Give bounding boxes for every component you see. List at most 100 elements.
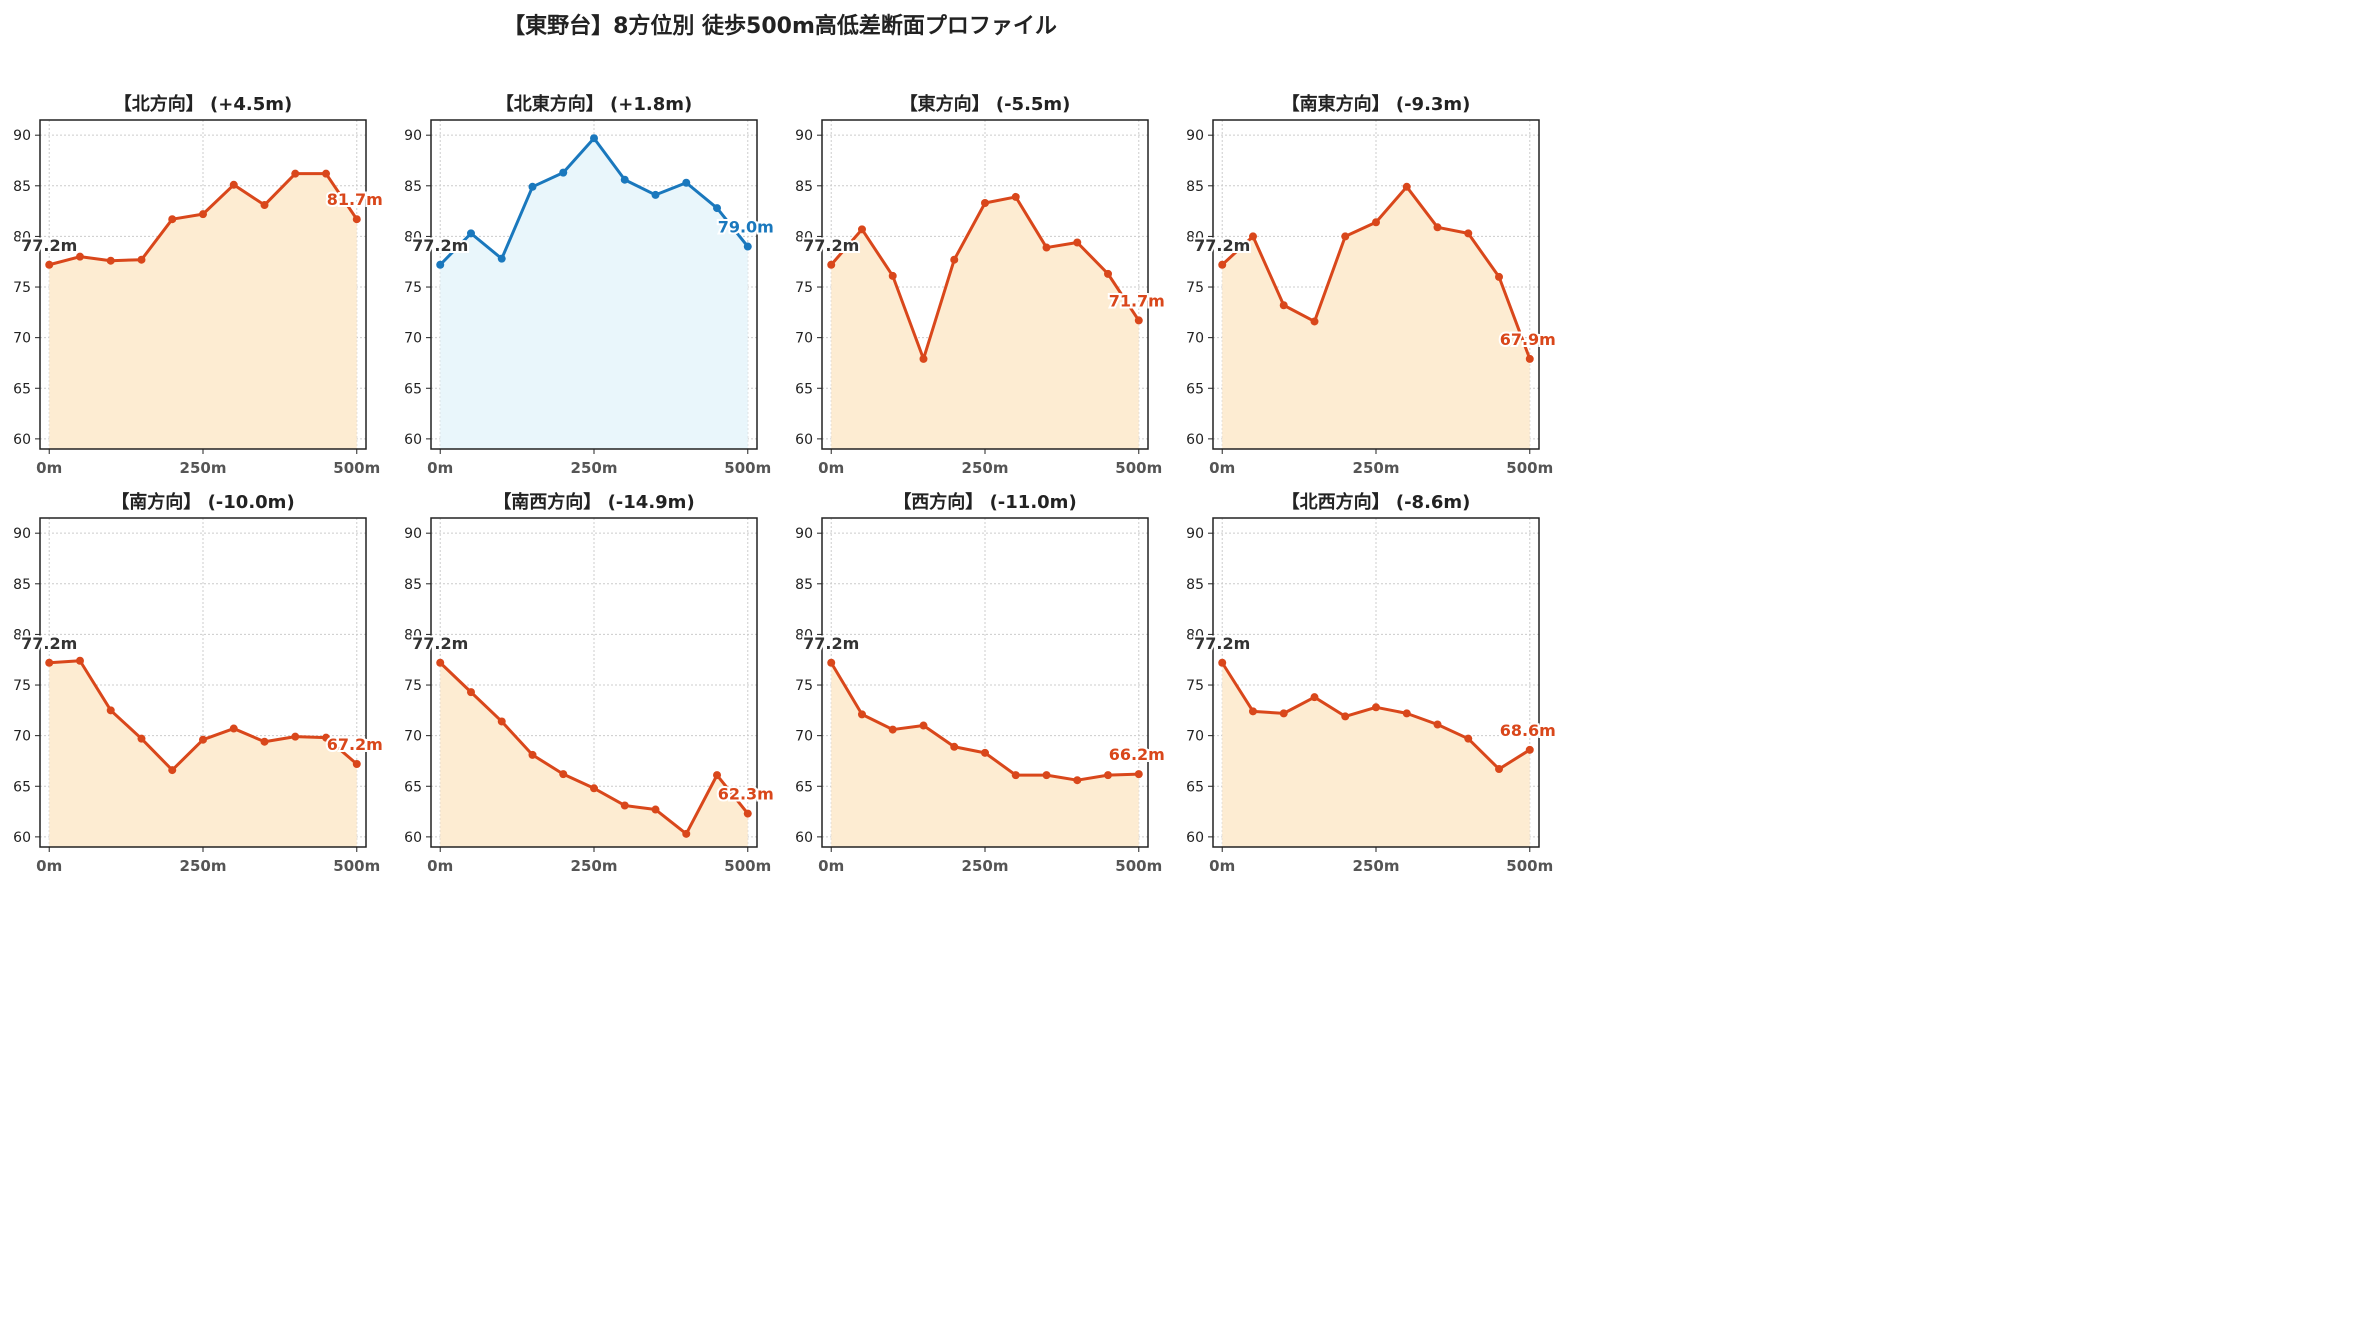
x-tick-label: 250m — [571, 459, 618, 477]
data-point — [1248, 707, 1257, 716]
data-point — [1073, 776, 1082, 785]
y-tick-label: 80 — [404, 229, 422, 245]
data-point — [45, 260, 54, 269]
data-point — [106, 256, 115, 265]
data-point — [199, 735, 207, 744]
data-point — [436, 658, 445, 667]
x-tick-label: 500m — [333, 857, 380, 875]
x-tick-label: 0m — [427, 857, 453, 875]
x-tick-label: 250m — [962, 857, 1009, 875]
start-label: 77.2m — [1194, 634, 1250, 653]
chart-panel-4: 【南方向】 (-10.0m) 60 65 70 75 80 85 90 0m 250m 500m 77… — [13, 491, 385, 875]
end-label: 67.9m — [1500, 330, 1556, 349]
data-point — [137, 734, 146, 743]
area-fill — [831, 196, 1139, 449]
chart-panel-7: 【北西方向】 (-8.6m) 60 65 70 75 80 85 90 0m 250m 500m 77… — [1186, 491, 1558, 875]
chart-title: 【北西方向】 (-8.6m) — [1282, 491, 1471, 513]
data-point — [827, 260, 836, 269]
end-label: 66.2m — [1109, 745, 1165, 764]
data-point — [590, 134, 598, 143]
data-point — [559, 168, 568, 177]
y-tick-label: 70 — [404, 331, 422, 347]
chart-title: 【南西方向】 (-14.9m) — [493, 491, 694, 513]
data-point — [1310, 693, 1319, 702]
data-point — [888, 271, 897, 280]
chart-title: 【南東方向】 (-9.3m) — [1282, 93, 1471, 115]
data-point — [1248, 232, 1257, 241]
y-tick-label: 65 — [404, 779, 422, 795]
data-point — [1372, 703, 1380, 712]
chart-title: 【北方向】 (+4.5m) — [114, 93, 292, 115]
data-point — [559, 770, 568, 779]
data-point — [466, 688, 475, 697]
data-point — [1402, 182, 1411, 191]
data-point — [1341, 712, 1350, 721]
y-tick-label: 85 — [795, 179, 813, 195]
data-point — [651, 805, 660, 814]
data-point — [1134, 316, 1143, 325]
area-fill — [49, 660, 357, 847]
y-tick-label: 60 — [1186, 432, 1204, 448]
y-tick-label: 80 — [795, 229, 813, 245]
y-tick-label: 90 — [1186, 128, 1204, 144]
data-point — [950, 742, 959, 751]
y-tick-label: 85 — [1186, 179, 1204, 195]
y-tick-label: 75 — [1186, 280, 1204, 296]
y-tick-label: 75 — [795, 678, 813, 694]
y-tick-label: 65 — [795, 381, 813, 397]
x-tick-label: 0m — [818, 857, 844, 875]
x-tick-label: 500m — [1506, 459, 1553, 477]
data-point — [168, 766, 177, 775]
end-label: 71.7m — [1109, 291, 1165, 310]
x-tick-label: 250m — [1353, 857, 1400, 875]
y-tick-label: 80 — [795, 627, 813, 643]
data-point — [981, 748, 989, 757]
data-point — [651, 190, 660, 199]
y-tick-label: 85 — [404, 577, 422, 593]
data-point — [229, 724, 238, 733]
data-point — [1218, 260, 1227, 269]
y-tick-label: 70 — [1186, 331, 1204, 347]
data-point — [352, 215, 361, 224]
y-tick-label: 70 — [13, 729, 31, 745]
data-point — [743, 242, 752, 251]
y-tick-label: 90 — [404, 128, 422, 144]
y-tick-label: 85 — [1186, 577, 1204, 593]
data-point — [229, 180, 238, 189]
y-tick-label: 60 — [404, 432, 422, 448]
y-tick-label: 80 — [1186, 229, 1204, 245]
y-tick-label: 70 — [13, 331, 31, 347]
data-point — [106, 706, 115, 715]
x-tick-label: 500m — [724, 857, 771, 875]
start-label: 77.2m — [412, 634, 468, 653]
data-point — [352, 759, 361, 768]
y-tick-label: 60 — [13, 432, 31, 448]
data-point — [528, 182, 537, 191]
data-point — [497, 717, 506, 726]
data-point — [713, 204, 722, 213]
data-point — [466, 229, 475, 238]
chart-panel-5: 【南西方向】 (-14.9m) 60 65 70 75 80 85 90 0m 250m 500m 7… — [404, 491, 776, 875]
x-tick-label: 250m — [180, 459, 227, 477]
y-tick-label: 70 — [404, 729, 422, 745]
y-tick-label: 90 — [13, 526, 31, 542]
data-point — [1402, 709, 1411, 718]
x-tick-label: 250m — [180, 857, 227, 875]
x-tick-label: 0m — [36, 459, 62, 477]
x-tick-label: 0m — [818, 459, 844, 477]
data-point — [1011, 192, 1020, 201]
area-fill — [1222, 186, 1530, 449]
area-fill — [440, 138, 748, 449]
data-point — [260, 201, 269, 210]
area-fill — [1222, 662, 1530, 847]
start-label: 77.2m — [412, 236, 468, 255]
y-tick-label: 80 — [1186, 627, 1204, 643]
x-tick-label: 0m — [36, 857, 62, 875]
data-point — [743, 809, 752, 818]
y-tick-label: 70 — [1186, 729, 1204, 745]
data-point — [1495, 272, 1504, 281]
y-tick-label: 85 — [13, 179, 31, 195]
y-tick-label: 70 — [795, 729, 813, 745]
y-tick-label: 65 — [404, 381, 422, 397]
